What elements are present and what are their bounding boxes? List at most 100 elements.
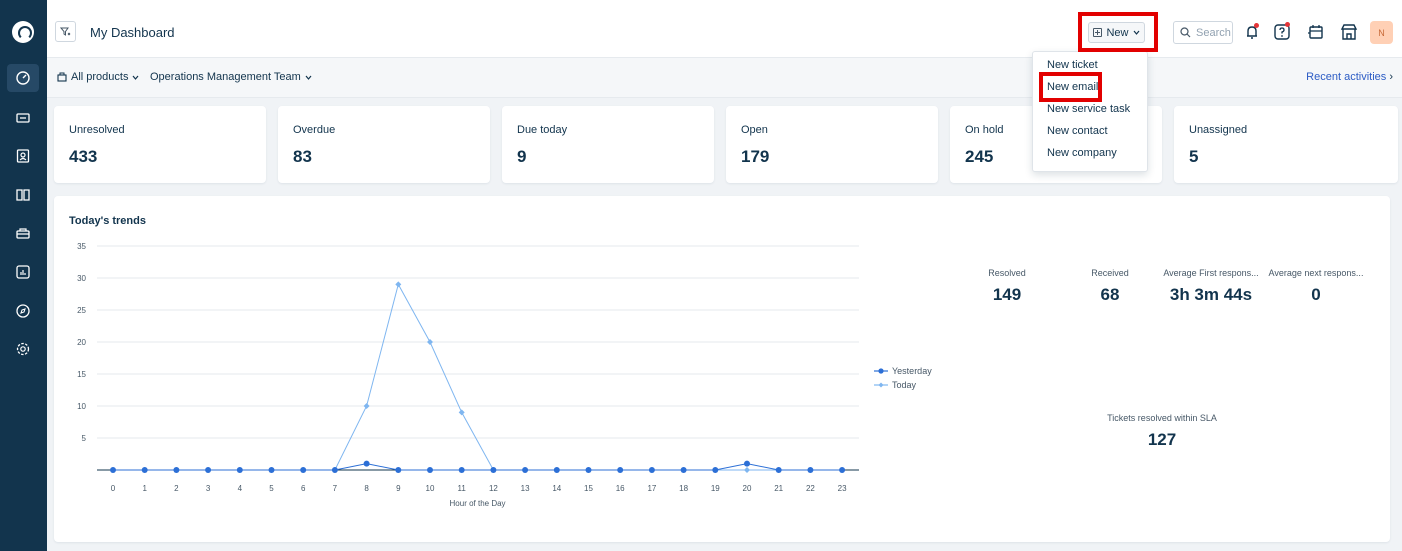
data-point-yesterday — [807, 467, 814, 473]
stat-value: 433 — [69, 147, 98, 166]
stat-label: Unassigned — [1189, 124, 1248, 136]
x-tick-label: 1 — [142, 484, 147, 493]
metric-label: Tickets resolved within SLA — [1107, 413, 1217, 423]
new-dropdown-menu: New ticket New email New service task Ne… — [1032, 51, 1148, 172]
filter-toggle-button[interactable] — [55, 21, 76, 42]
y-tick-label: 30 — [77, 274, 86, 283]
stat-card-unresolved[interactable]: Unresolved 433 — [54, 106, 266, 183]
metric-resolved[interactable]: Resolved 149 — [972, 268, 1042, 305]
x-tick-label: 20 — [743, 484, 752, 493]
legend-yesterday[interactable]: Yesterday — [874, 366, 932, 376]
data-point-yesterday — [236, 467, 243, 473]
calendar-icon[interactable] — [1306, 22, 1326, 42]
data-point-today — [458, 409, 465, 416]
plus-square-icon — [1093, 28, 1103, 37]
y-tick-label: 5 — [82, 434, 87, 443]
stat-card-open[interactable]: Open 179 — [726, 106, 938, 183]
y-tick-label: 20 — [77, 338, 86, 347]
metric-value: 0 — [1311, 285, 1321, 304]
stat-value: 245 — [965, 147, 994, 166]
data-point-yesterday — [617, 467, 624, 473]
data-point-yesterday — [458, 467, 465, 473]
metric-average-first-response[interactable]: Average First respons... 3h 3m 44s — [1161, 268, 1261, 305]
chevron-right-icon: › — [1389, 71, 1393, 83]
help-icon[interactable] — [1272, 22, 1292, 42]
todays-trends-panel: Today's trends 5 10 15 20 25 30 35 0 1 2 3 4 5 6 7 8 9 10… — [54, 196, 1390, 542]
data-point-yesterday — [363, 460, 370, 467]
data-point-yesterday — [331, 467, 338, 473]
stat-card-due-today[interactable]: Due today 9 — [502, 106, 714, 183]
search-input[interactable]: Search — [1173, 21, 1233, 44]
admin-gear-icon[interactable] — [7, 335, 39, 363]
x-tick-label: 15 — [584, 484, 593, 493]
top-header: My Dashboard New Search N — [47, 0, 1402, 58]
recent-activities-link[interactable]: Recent activities › — [1306, 71, 1393, 83]
series-line-yesterday — [113, 463, 843, 471]
data-point-today — [363, 403, 370, 409]
discover-nav-icon[interactable] — [7, 297, 39, 325]
x-tick-label: 5 — [269, 484, 274, 493]
data-point-yesterday — [205, 467, 212, 473]
stat-card-unassigned[interactable]: Unassigned 5 — [1174, 106, 1398, 183]
stat-card-overdue[interactable]: Overdue 83 — [278, 106, 490, 183]
stat-label: Open — [741, 124, 768, 136]
data-point-today — [744, 467, 750, 473]
user-avatar[interactable]: N — [1370, 21, 1393, 44]
data-point-yesterday — [141, 467, 148, 473]
metric-sla-resolved[interactable]: Tickets resolved within SLA 127 — [1092, 413, 1232, 450]
data-point-yesterday — [744, 460, 750, 467]
team-filter[interactable]: Operations Management Team — [150, 71, 312, 83]
data-point-yesterday — [712, 467, 719, 473]
x-tick-label: 10 — [426, 484, 435, 493]
app-logo-icon[interactable] — [12, 21, 34, 43]
menu-item-new-email[interactable]: New email — [1047, 81, 1099, 93]
x-tick-label: 8 — [364, 484, 369, 493]
recent-activities-label: Recent activities — [1306, 71, 1387, 83]
notifications-bell-icon[interactable] — [1242, 22, 1262, 42]
solutions-nav-icon[interactable] — [7, 181, 39, 209]
dashboard-nav-icon[interactable] — [7, 64, 39, 92]
stat-value: 83 — [293, 147, 312, 166]
x-tick-label: 17 — [647, 484, 656, 493]
chevron-down-icon — [133, 75, 139, 80]
x-tick-label: 0 — [111, 484, 116, 493]
x-tick-label: 18 — [679, 484, 688, 493]
metric-received[interactable]: Received 68 — [1075, 268, 1145, 305]
data-point-yesterday — [427, 467, 433, 473]
data-point-yesterday — [490, 467, 497, 473]
contacts-nav-icon[interactable] — [7, 142, 39, 170]
legend-today-label: Today — [892, 380, 917, 390]
x-tick-label: 2 — [174, 484, 179, 493]
data-point-yesterday — [839, 467, 846, 473]
metric-value: 68 — [1100, 285, 1120, 304]
menu-item-new-contact[interactable]: New contact — [1047, 125, 1108, 137]
data-point-today — [395, 281, 402, 288]
metric-label: Received — [1091, 268, 1129, 278]
x-tick-label: 3 — [206, 484, 211, 493]
menu-item-new-service-task[interactable]: New service task — [1047, 103, 1131, 115]
x-axis-title: Hour of the Day — [450, 499, 506, 508]
legend-today[interactable]: Today — [874, 380, 916, 390]
x-tick-label: 6 — [301, 484, 306, 493]
data-point-yesterday — [585, 467, 592, 473]
tickets-nav-icon[interactable] — [7, 104, 39, 132]
menu-item-new-ticket[interactable]: New ticket — [1047, 59, 1098, 71]
metric-average-next-response[interactable]: Average next respons... 0 — [1266, 268, 1366, 305]
data-point-yesterday — [300, 467, 307, 473]
stat-label: Overdue — [293, 124, 336, 136]
products-filter[interactable]: All products — [57, 71, 139, 83]
assets-nav-icon[interactable] — [7, 220, 39, 248]
new-button[interactable]: New — [1088, 22, 1145, 43]
x-tick-label: 23 — [838, 484, 847, 493]
help-dot — [1285, 22, 1290, 27]
page-title: My Dashboard — [90, 25, 175, 40]
y-tick-label: 15 — [77, 370, 86, 379]
store-icon[interactable] — [1339, 22, 1359, 42]
metric-label: Resolved — [988, 268, 1026, 278]
menu-item-new-company[interactable]: New company — [1047, 147, 1117, 159]
stat-value: 5 — [1189, 147, 1199, 166]
x-tick-label: 9 — [396, 484, 401, 493]
data-point-yesterday — [553, 467, 560, 473]
reports-nav-icon[interactable] — [7, 258, 39, 286]
